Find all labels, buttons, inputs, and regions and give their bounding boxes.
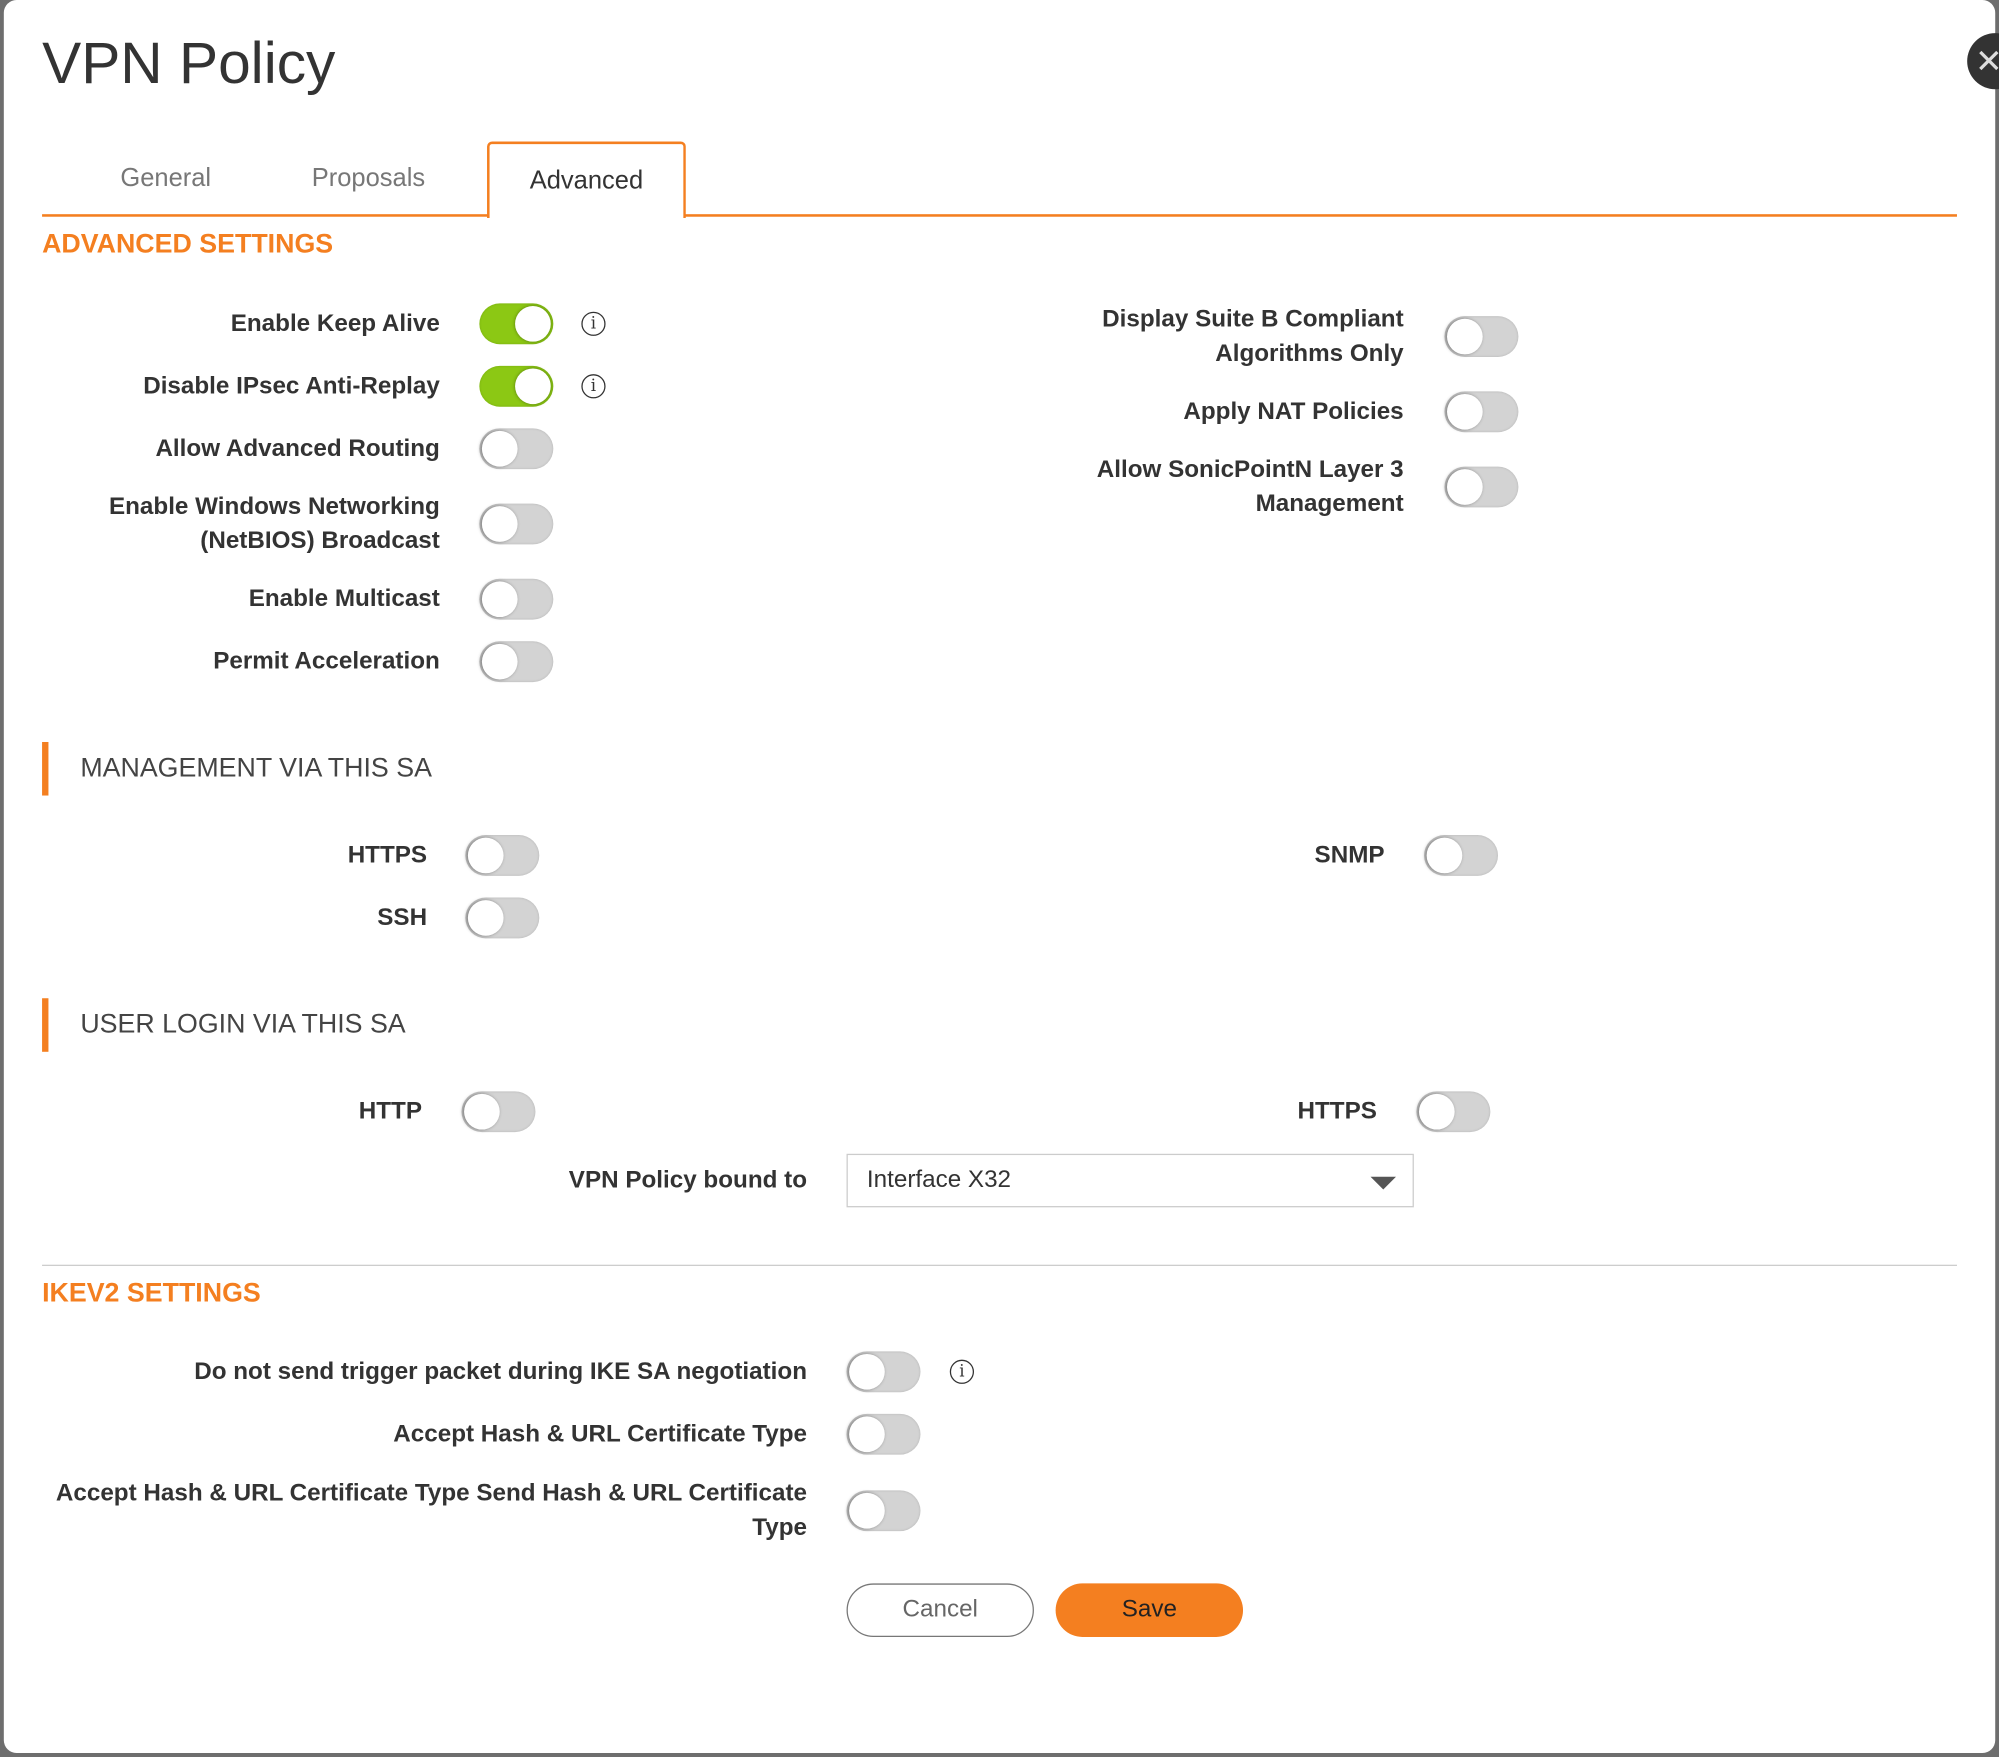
permit-acceleration-label: Permit Acceleration <box>213 648 440 676</box>
netbios-toggle[interactable] <box>479 503 554 545</box>
login-https-label: HTTPS <box>1297 1098 1377 1126</box>
advanced-routing-toggle[interactable] <box>479 428 554 470</box>
mgmt-ssh-toggle[interactable] <box>465 897 540 939</box>
info-icon[interactable]: i <box>949 1359 975 1384</box>
nat-policies-label: Apply NAT Policies <box>1183 398 1404 426</box>
anti-replay-label: Disable IPsec Anti-Replay <box>143 372 440 400</box>
nat-policies-toggle[interactable] <box>1444 391 1519 433</box>
sonicpoint-toggle[interactable] <box>1444 466 1519 508</box>
multicast-label: Enable Multicast <box>248 585 440 613</box>
tab-advanced[interactable]: Advanced <box>487 141 686 219</box>
ikev2-settings-heading: IKEV2 SETTINGS <box>42 1278 261 1309</box>
anti-replay-toggle[interactable] <box>479 365 554 407</box>
info-icon[interactable]: i <box>581 374 606 399</box>
login-https-toggle[interactable] <box>1416 1091 1491 1133</box>
tab-general[interactable]: General <box>120 164 212 193</box>
login-http-label: HTTP <box>358 1098 422 1126</box>
vpn-policy-dialog <box>3 0 1996 1753</box>
cancel-button[interactable]: Cancel <box>846 1583 1034 1637</box>
chevron-down-icon <box>1370 1176 1397 1190</box>
management-heading: MANAGEMENT VIA THIS SA <box>80 753 432 783</box>
multicast-toggle[interactable] <box>479 578 554 620</box>
mgmt-https-label: HTTPS <box>347 842 428 869</box>
netbios-label: Enable Windows Networking (NetBIOS) Broa… <box>108 493 440 555</box>
bound-to-value: Interface X32 <box>866 1166 1012 1194</box>
permit-acceleration-toggle[interactable] <box>479 641 554 683</box>
no-trigger-packet-toggle[interactable] <box>846 1351 921 1393</box>
send-hash-url-label: Accept Hash & URL Certificate Type Send … <box>55 1480 808 1542</box>
login-http-toggle[interactable] <box>461 1091 536 1133</box>
save-button[interactable]: Save <box>1055 1583 1244 1637</box>
bound-to-select[interactable]: Interface X32 <box>846 1153 1414 1208</box>
section-marker <box>42 998 49 1052</box>
keep-alive-label: Enable Keep Alive <box>230 310 440 338</box>
section-marker <box>42 741 49 796</box>
suite-b-toggle[interactable] <box>1444 316 1519 357</box>
bound-to-label: VPN Policy bound to <box>568 1167 808 1194</box>
divider <box>42 1264 1957 1266</box>
keep-alive-toggle[interactable] <box>479 303 554 345</box>
sonicpoint-label: Allow SonicPointN Layer 3 Management <box>1096 456 1404 518</box>
mgmt-snmp-label: SNMP <box>1314 842 1385 869</box>
accept-hash-url-toggle[interactable] <box>846 1413 921 1455</box>
user-login-heading: USER LOGIN VIA THIS SA <box>80 1009 406 1040</box>
mgmt-ssh-label: SSH <box>377 904 428 932</box>
tab-proposals[interactable]: Proposals <box>311 164 426 193</box>
mgmt-snmp-toggle[interactable] <box>1424 835 1499 876</box>
advanced-routing-label: Allow Advanced Routing <box>155 435 440 463</box>
dialog-title: VPN Policy <box>42 29 336 96</box>
mgmt-https-toggle[interactable] <box>465 835 540 876</box>
send-hash-url-toggle[interactable] <box>846 1490 921 1532</box>
tab-underline <box>42 214 1957 217</box>
suite-b-label: Display Suite B Compliant Algorithms Onl… <box>1102 305 1404 368</box>
accept-hash-url-label: Accept Hash & URL Certificate Type <box>393 1420 808 1448</box>
advanced-settings-heading: ADVANCED SETTINGS <box>42 229 334 259</box>
no-trigger-packet-label: Do not send trigger packet during IKE SA… <box>194 1358 808 1386</box>
info-icon[interactable]: i <box>581 311 606 336</box>
